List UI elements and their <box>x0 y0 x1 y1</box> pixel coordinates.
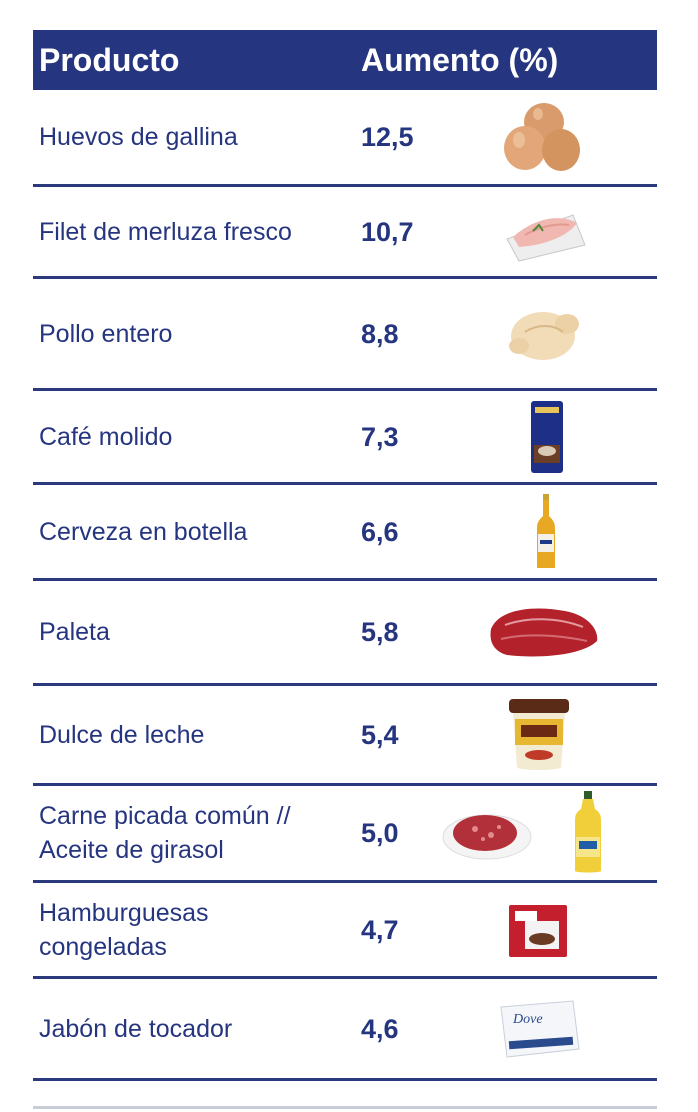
table-row: Hamburguesas congeladas 4,7 <box>33 883 657 979</box>
product-name: Paleta <box>39 618 110 646</box>
table-row: Paleta 5,8 <box>33 581 657 686</box>
table-row: Filet de merluza fresco 10,7 <box>33 187 657 279</box>
eggs-icon <box>504 103 580 171</box>
svg-text:Dove: Dove <box>512 1012 543 1027</box>
beer-bottle-icon <box>537 493 555 568</box>
product-name: Pollo entero <box>39 319 173 348</box>
coffee-package-icon <box>531 400 563 473</box>
table-row: Huevos de gallina 12,5 <box>33 90 657 187</box>
bottom-divider <box>33 1106 657 1109</box>
header-product: Producto <box>39 42 180 78</box>
increase-value: 7,3 <box>361 421 399 452</box>
product-name-line2: congeladas <box>39 932 167 961</box>
header-increase: Aumento (%) <box>361 42 559 78</box>
product-name: Hamburguesas congeladas <box>39 896 209 964</box>
increase-value: 8,8 <box>361 318 399 349</box>
table-row: Café molido 7,3 <box>33 391 657 485</box>
product-name-line2: Aceite de girasol <box>39 836 224 864</box>
table-row: Dulce de leche 5,4 <box>33 686 657 786</box>
product-name: Dulce de leche <box>39 720 205 749</box>
price-increase-table: Producto Aumento (%) Huevos de gallina 1… <box>33 30 657 1081</box>
increase-value: 5,0 <box>361 818 399 848</box>
increase-value: 5,8 <box>361 617 399 647</box>
increase-value: 6,6 <box>361 516 399 547</box>
product-name: Huevos de gallina <box>39 123 238 151</box>
table-row: Pollo entero 8,8 <box>33 279 657 391</box>
increase-value: 12,5 <box>361 122 414 152</box>
product-name: Café molido <box>39 422 173 451</box>
product-name-line1: Carne picada común // <box>39 802 291 830</box>
product-name: Jabón de tocador <box>39 1014 233 1043</box>
increase-value: 5,4 <box>361 719 399 750</box>
table-row: Cerveza en botella 6,6 <box>33 485 657 581</box>
soap-bar-icon: Dove <box>500 999 580 1058</box>
product-name: Cerveza en botella <box>39 517 248 546</box>
table-header: Producto Aumento (%) <box>33 30 657 90</box>
increase-value: 4,7 <box>361 914 399 945</box>
table-row: Carne picada común // Aceite de girasol … <box>33 786 657 883</box>
ground-beef-icon <box>442 814 532 860</box>
product-name: Carne picada común // Aceite de girasol <box>39 799 291 867</box>
product-name: Filet de merluza fresco <box>39 217 292 246</box>
increase-value: 4,6 <box>361 1013 399 1044</box>
burger-box-icon <box>509 904 567 957</box>
fish-fillet-icon <box>506 213 586 262</box>
dulce-de-leche-jar-icon <box>509 698 569 770</box>
oil-bottle-icon <box>575 791 601 873</box>
product-name-line1: Hamburguesas <box>39 898 209 927</box>
whole-chicken-icon <box>509 311 579 360</box>
beef-cut-icon <box>490 608 598 657</box>
increase-value: 10,7 <box>361 216 414 247</box>
table-row: Jabón de tocador 4,6 Dove <box>33 979 657 1081</box>
